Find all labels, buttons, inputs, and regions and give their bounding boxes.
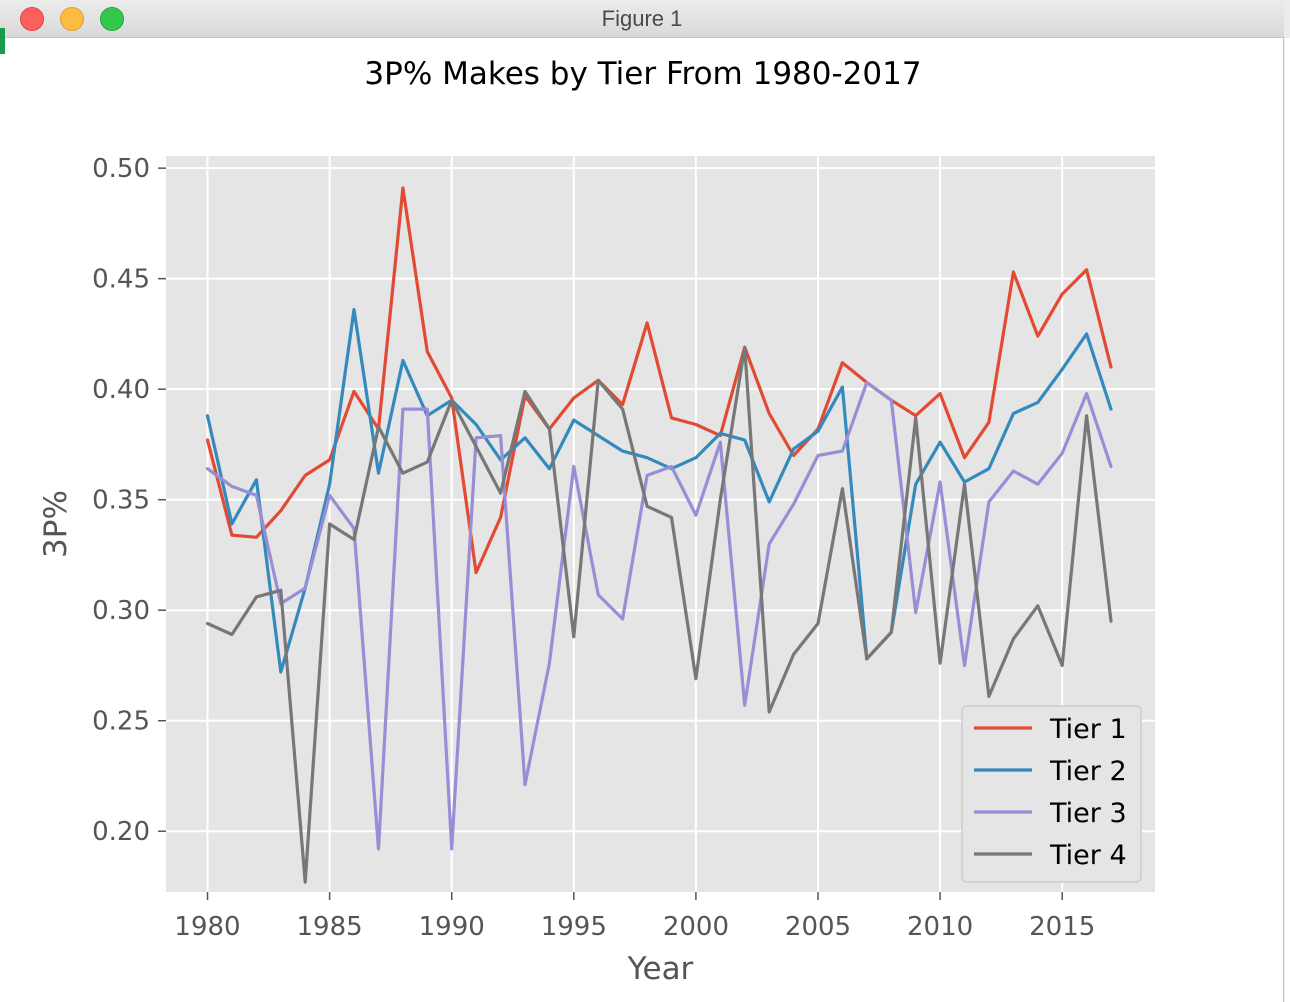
window-titlebar[interactable]: Figure 1 <box>0 0 1284 38</box>
y-axis-label: 3P% <box>38 490 74 558</box>
series-line-tier-4 <box>205 345 1113 884</box>
x-tick-label: 1995 <box>541 912 607 942</box>
zoom-window-button[interactable] <box>100 7 124 31</box>
x-tick-label: 2000 <box>663 912 729 942</box>
background-window-strip <box>1285 38 1290 1002</box>
y-tick-label: 0.30 <box>92 596 150 626</box>
close-window-button[interactable] <box>20 7 44 31</box>
x-tick-label: 1990 <box>419 912 485 942</box>
y-tick-label: 0.35 <box>92 486 150 516</box>
legend-label-tier-1: Tier 1 <box>1049 714 1127 745</box>
x-tick-label: 1980 <box>174 912 240 942</box>
y-tick-label: 0.20 <box>92 817 150 847</box>
y-tick-label: 0.50 <box>92 154 150 184</box>
series-line-tier-3 <box>205 380 1113 851</box>
x-tick-label: 1985 <box>297 912 363 942</box>
x-tick-label: 2010 <box>907 912 973 942</box>
x-axis-label: Year <box>627 951 694 987</box>
series-line-tier-1 <box>205 186 1113 575</box>
legend: Tier 1 Tier 2 Tier 3 Tier 4 <box>961 705 1142 883</box>
x-tick-label: 2005 <box>785 912 851 942</box>
y-tick-label: 0.40 <box>92 375 150 405</box>
series-line-tier-2 <box>205 308 1113 674</box>
legend-label-tier-2: Tier 2 <box>1049 756 1127 787</box>
legend-box <box>961 705 1142 883</box>
legend-label-tier-3: Tier 3 <box>1049 798 1127 829</box>
axis-ticks: 1980 1985 1990 1995 2000 2005 2010 2015 0.20 0.25… <box>92 154 1095 942</box>
y-tick-label: 0.45 <box>92 265 150 295</box>
x-tick-label: 2015 <box>1029 912 1095 942</box>
background-window-edge <box>0 28 5 54</box>
window-title: Figure 1 <box>601 6 683 31</box>
minimize-window-button[interactable] <box>60 7 84 31</box>
series-lines <box>205 186 1113 884</box>
chart-title: 3P% Makes by Tier From 1980-2017 <box>364 56 921 92</box>
y-tick-label: 0.25 <box>92 707 150 737</box>
legend-label-tier-4: Tier 4 <box>1049 840 1127 871</box>
line-chart: 3P% Makes by Tier From 1980-2017 1980 198… <box>38 56 1155 987</box>
